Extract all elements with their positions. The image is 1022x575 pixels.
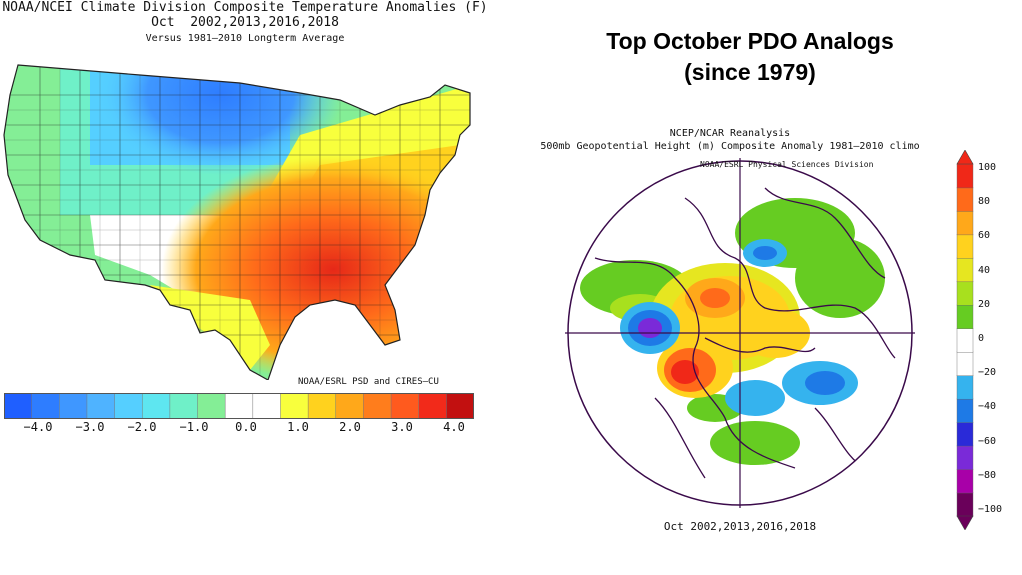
map-baseline-note: Versus 1981–2010 Longterm Average xyxy=(145,33,345,44)
colorbar-swatch xyxy=(956,257,974,283)
colorbar-swatch xyxy=(141,393,171,419)
colorbar-swatch xyxy=(956,187,974,212)
colorbar-tick-label: 100 xyxy=(978,162,997,173)
colorbar-swatch xyxy=(956,304,974,329)
colorbar-swatch xyxy=(31,393,61,419)
colorbar-swatch xyxy=(956,281,974,306)
colorbar-tick-label: −3.0 xyxy=(75,420,105,434)
colorbar-max-arrow xyxy=(956,150,974,165)
reanalysis-footer: Oct 2002,2013,2016,2018 xyxy=(663,520,817,533)
colorbar-swatch xyxy=(390,393,420,419)
colorbar-tick-label: 3.0 xyxy=(391,420,413,434)
colorbar-tick-label: 2.0 xyxy=(339,420,361,434)
colorbar-tick-label: −40 xyxy=(978,401,997,413)
colorbar-swatch xyxy=(956,351,974,376)
colorbar-swatch xyxy=(335,393,365,419)
colorbar-swatch xyxy=(280,393,309,419)
colorbar-tick-label: −20 xyxy=(978,367,997,379)
colorbar-tick-label: 80 xyxy=(978,196,991,208)
colorbar-tick-label: 60 xyxy=(978,230,991,242)
panel-headline: Top October PDO Analogs (since 1979) xyxy=(606,28,894,85)
map-credit: NOAA/ESRL PSD and CIRES–CU xyxy=(298,377,439,387)
colorbar-tick-label: 20 xyxy=(978,298,991,310)
us-climate-division-map xyxy=(3,64,471,380)
colorbar-tick-label: 0.0 xyxy=(235,420,257,434)
colorbar-swatch xyxy=(114,393,143,419)
map-title: NOAA/NCEI Climate Division Composite Tem… xyxy=(2,0,488,15)
colorbar-swatch xyxy=(446,393,474,419)
polar-height-anomaly-map xyxy=(565,158,915,508)
colorbar-tick-label: −2.0 xyxy=(127,420,157,434)
colorbar-swatch xyxy=(956,445,974,470)
map-subtitle: Oct 2002,2013,2016,2018 xyxy=(151,15,339,30)
colorbar-swatch xyxy=(956,421,974,447)
temperature-colorbar-ticks: −4.0 −3.0 −2.0 −1.0 0.0 1.0 2.0 3.0 4.0 xyxy=(0,420,490,440)
colorbar-tick-label: −4.0 xyxy=(23,420,53,434)
colorbar-tick-label: 1.0 xyxy=(287,420,309,434)
height-anomaly-colorbar-ticks: 100 80 60 40 20 0 −20 −40 −60 −80 −100 xyxy=(976,150,1022,530)
colorbar-swatch xyxy=(86,393,116,419)
colorbar-swatch xyxy=(956,234,974,259)
colorbar-swatch xyxy=(418,393,448,419)
colorbar-swatch xyxy=(224,393,254,419)
colorbar-swatch xyxy=(363,393,392,419)
colorbar-tick-label: −80 xyxy=(978,469,997,481)
colorbar-swatch xyxy=(252,393,282,419)
temperature-colorbar xyxy=(4,393,474,419)
colorbar-tick-label: 40 xyxy=(978,264,991,276)
colorbar-swatch xyxy=(169,393,199,419)
colorbar-tick-label: −100 xyxy=(978,504,1003,515)
reanalysis-credit: NOAA/ESRL Physical Sciences Division xyxy=(700,160,874,169)
reanalysis-subtitle: 500mb Geopotential Height (m) Composite … xyxy=(540,141,920,152)
colorbar-swatch xyxy=(956,374,974,400)
colorbar-tick-label: −60 xyxy=(978,435,997,447)
colorbar-swatch xyxy=(197,393,226,419)
colorbar-tick-label: 4.0 xyxy=(443,420,465,434)
colorbar-swatch xyxy=(956,210,974,236)
colorbar-swatch xyxy=(956,492,974,517)
reanalysis-title: NCEP/NCAR Reanalysis xyxy=(669,128,791,139)
colorbar-swatch xyxy=(956,328,974,353)
colorbar-swatch xyxy=(956,468,974,494)
height-anomaly-colorbar xyxy=(956,150,974,530)
colorbar-swatch xyxy=(59,393,88,419)
colorbar-tick-label: 0 xyxy=(978,333,985,344)
colorbar-swatch xyxy=(4,393,33,419)
colorbar-tick-label: −1.0 xyxy=(179,420,209,434)
colorbar-swatch xyxy=(956,163,974,189)
colorbar-min-arrow xyxy=(956,515,974,530)
colorbar-swatch xyxy=(956,398,974,423)
colorbar-swatch xyxy=(307,393,337,419)
